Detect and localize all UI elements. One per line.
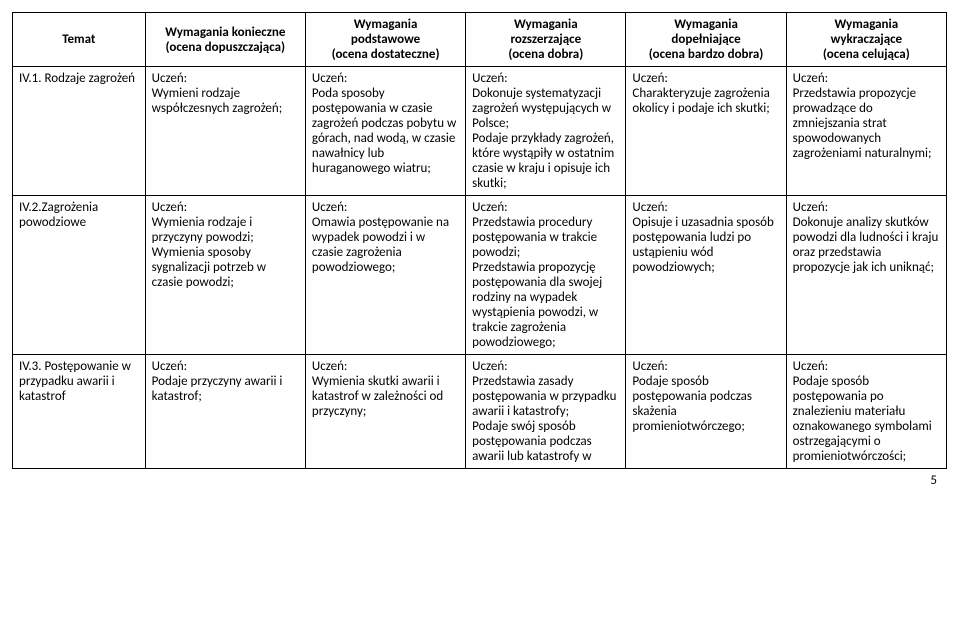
- header-dopelniajace-l1: Wymagania: [674, 17, 738, 32]
- cell-wykraczajace: Uczeń: Dokonuje analizy skutków powodzi …: [786, 196, 946, 355]
- table-row: IV.2.Zagrożenia powodziowe Uczeń: Wymien…: [13, 196, 947, 355]
- cell-temat: IV.1. Rodzaje zagrożeń: [13, 67, 146, 196]
- header-podstawowe-l3: (ocena dostateczne): [332, 47, 440, 62]
- cell-rozszerzajace: Uczeń: Przedstawia procedury postępowani…: [466, 196, 626, 355]
- header-konieczne-l2: (ocena dopuszczająca): [166, 40, 286, 55]
- header-rozszerzajace-l3: (ocena dobra): [508, 47, 583, 62]
- header-rozszerzajace-l1: Wymagania: [514, 17, 578, 32]
- table-row: IV.1. Rodzaje zagrożeń Uczeń: Wymieni ro…: [13, 67, 947, 196]
- header-konieczne: Wymagania konieczne (ocena dopuszczająca…: [145, 13, 305, 67]
- cell-konieczne: Uczeń: Wymienia rodzaje i przyczyny powo…: [145, 196, 305, 355]
- cell-podstawowe: Uczeń: Omawia postępowanie na wypadek po…: [305, 196, 465, 355]
- header-podstawowe: Wymagania podstawowe (ocena dostateczne): [305, 13, 465, 67]
- cell-temat: IV.3. Postępowanie w przypadku awarii i …: [13, 355, 146, 469]
- cell-wykraczajace: Uczeń: Przedstawia propozycje prowadzące…: [786, 67, 946, 196]
- cell-dopelniajace: Uczeń: Podaje sposób postępowania podcza…: [626, 355, 786, 469]
- cell-dopelniajace: Uczeń: Charakteryzuje zagrożenia okolicy…: [626, 67, 786, 196]
- header-podstawowe-l2: podstawowe: [351, 32, 420, 47]
- table-body: IV.1. Rodzaje zagrożeń Uczeń: Wymieni ro…: [13, 67, 947, 469]
- table-row: IV.3. Postępowanie w przypadku awarii i …: [13, 355, 947, 469]
- cell-konieczne: Uczeń: Podaje przyczyny awarii i katastr…: [145, 355, 305, 469]
- cell-rozszerzajace: Uczeń: Dokonuje systematyzacji zagrożeń …: [466, 67, 626, 196]
- header-wykraczajace-l1: Wymagania: [835, 17, 899, 32]
- requirements-table: Temat Wymagania konieczne (ocena dopuszc…: [12, 12, 947, 469]
- header-temat: Temat: [13, 13, 146, 67]
- header-wykraczajace-l2: wykraczające: [831, 32, 903, 47]
- cell-dopelniajace: Uczeń: Opisuje i uzasadnia sposób postęp…: [626, 196, 786, 355]
- header-dopelniajace-l3: (ocena bardzo dobra): [649, 47, 764, 62]
- page-number: 5: [12, 473, 947, 488]
- header-rozszerzajace-l2: rozszerzające: [510, 32, 581, 47]
- header-dopelniajace-l2: dopełniające: [671, 32, 740, 47]
- cell-rozszerzajace: Uczeń: Przedstawia zasady postępowania w…: [466, 355, 626, 469]
- cell-podstawowe: Uczeń: Poda sposoby postępowania w czasi…: [305, 67, 465, 196]
- cell-temat: IV.2.Zagrożenia powodziowe: [13, 196, 146, 355]
- header-konieczne-l1: Wymagania konieczne: [165, 25, 285, 40]
- cell-wykraczajace: Uczeń: Podaje sposób postępowania po zna…: [786, 355, 946, 469]
- header-rozszerzajace: Wymagania rozszerzające (ocena dobra): [466, 13, 626, 67]
- header-dopelniajace: Wymagania dopełniające (ocena bardzo dob…: [626, 13, 786, 67]
- cell-konieczne: Uczeń: Wymieni rodzaje współczesnych zag…: [145, 67, 305, 196]
- cell-podstawowe: Uczeń: Wymienia skutki awarii i katastro…: [305, 355, 465, 469]
- header-podstawowe-l1: Wymagania: [354, 17, 418, 32]
- header-wykraczajace: Wymagania wykraczające (ocena celująca): [786, 13, 946, 67]
- header-wykraczajace-l3: (ocena celująca): [823, 47, 910, 62]
